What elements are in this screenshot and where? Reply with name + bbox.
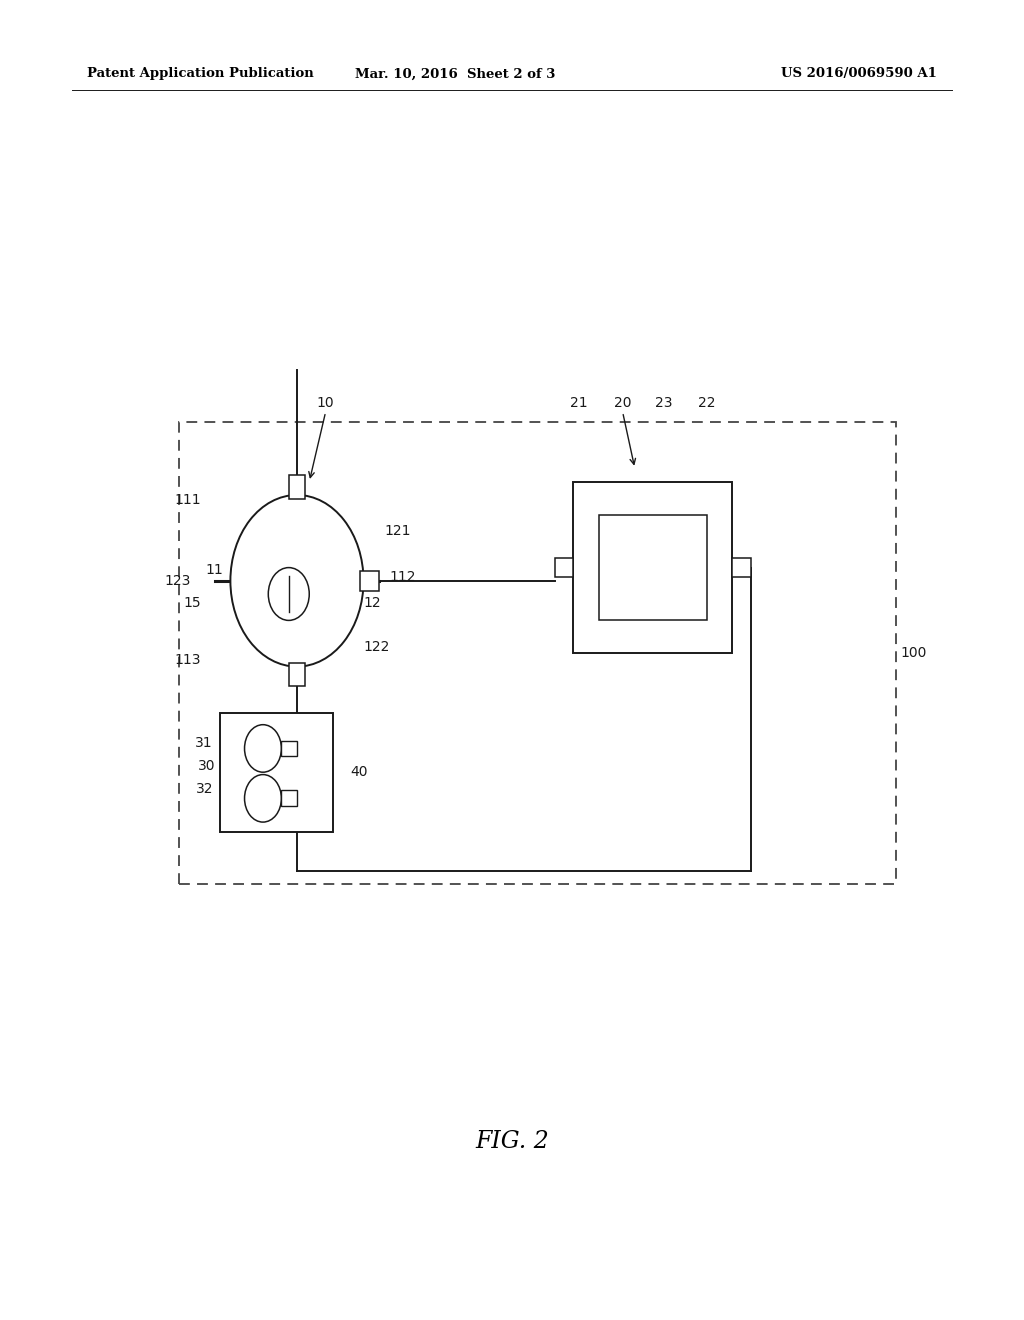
Text: 21: 21 (569, 396, 588, 409)
Bar (555, 557, 573, 577)
Bar (289, 663, 305, 686)
Text: 23: 23 (654, 396, 673, 409)
Text: 12: 12 (364, 597, 381, 610)
Bar (360, 570, 379, 590)
Bar (289, 475, 305, 499)
Text: 32: 32 (196, 783, 213, 796)
Bar (732, 557, 751, 577)
Text: 22: 22 (697, 396, 716, 409)
Text: 113: 113 (174, 653, 201, 667)
Text: 123: 123 (164, 574, 190, 587)
Circle shape (268, 568, 309, 620)
Text: 40: 40 (350, 766, 368, 779)
Text: 20: 20 (613, 396, 632, 409)
Text: US 2016/0069590 A1: US 2016/0069590 A1 (781, 67, 937, 81)
Text: 30: 30 (198, 759, 215, 772)
Text: FIG. 2: FIG. 2 (475, 1130, 549, 1154)
Bar (282, 791, 297, 807)
Circle shape (230, 495, 364, 667)
Text: 11: 11 (206, 564, 223, 577)
Bar (220, 713, 333, 832)
Text: 112: 112 (389, 570, 416, 583)
Text: 111: 111 (174, 494, 201, 507)
Circle shape (245, 725, 282, 772)
Circle shape (245, 775, 282, 822)
Text: Mar. 10, 2016  Sheet 2 of 3: Mar. 10, 2016 Sheet 2 of 3 (355, 67, 556, 81)
Text: Patent Application Publication: Patent Application Publication (87, 67, 313, 81)
Bar (573, 482, 732, 653)
Text: 100: 100 (900, 647, 927, 660)
Text: 121: 121 (384, 524, 411, 537)
Text: 31: 31 (196, 737, 213, 750)
Text: 10: 10 (316, 396, 335, 409)
Bar (599, 515, 707, 620)
Text: 122: 122 (364, 640, 390, 653)
Bar (282, 741, 297, 756)
Text: 15: 15 (183, 597, 201, 610)
